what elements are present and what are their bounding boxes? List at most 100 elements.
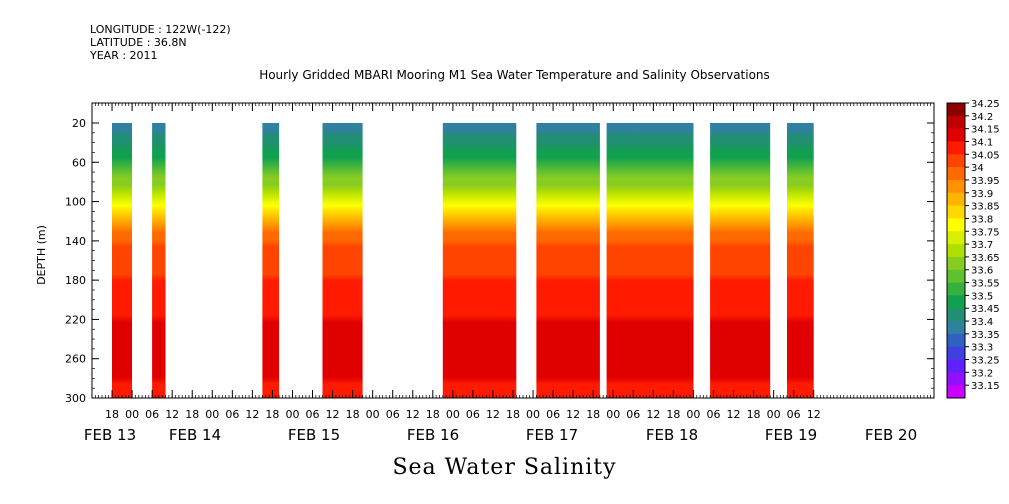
colorbar-swatch bbox=[947, 244, 965, 258]
x-tick-label: 06 bbox=[546, 408, 560, 421]
colorbar-label: 33.75 bbox=[971, 227, 1000, 238]
colorbar-label: 33.8 bbox=[971, 214, 993, 225]
colorbar-swatch bbox=[947, 205, 965, 219]
colorbar-swatch bbox=[947, 385, 965, 399]
colorbar-label: 33.5 bbox=[971, 291, 993, 302]
colorbar-frame bbox=[946, 102, 966, 399]
colorbar-swatch bbox=[947, 282, 965, 296]
x-tick-label: 18 bbox=[586, 408, 600, 421]
data-segment bbox=[322, 123, 363, 398]
data-segment bbox=[536, 123, 600, 398]
colorbar-label: 34.1 bbox=[971, 138, 993, 149]
y-tick-label: 140 bbox=[65, 235, 86, 248]
data-segment bbox=[112, 123, 132, 398]
x-day-label: FEB 16 bbox=[407, 426, 459, 444]
x-tick-label: 00 bbox=[125, 408, 139, 421]
colorbar-label: 33.45 bbox=[971, 304, 1000, 315]
x-tick-label: 06 bbox=[466, 408, 480, 421]
x-tick-label: 06 bbox=[145, 408, 159, 421]
x-tick-label: 06 bbox=[225, 408, 239, 421]
x-tick-label: 12 bbox=[486, 408, 500, 421]
x-tick-label: 18 bbox=[105, 408, 119, 421]
chart-title: Hourly Gridded MBARI Mooring M1 Sea Wate… bbox=[259, 68, 770, 82]
colorbar-label: 33.95 bbox=[971, 176, 1000, 187]
data-segment bbox=[152, 123, 166, 398]
colorbar-label: 34.05 bbox=[971, 150, 1000, 161]
colorbar-label: 34 bbox=[971, 163, 984, 174]
x-tick-label: 00 bbox=[767, 408, 781, 421]
y-tick-label: 100 bbox=[65, 196, 86, 209]
x-tick-label: 00 bbox=[205, 408, 219, 421]
y-tick-label: 260 bbox=[65, 353, 86, 366]
x-tick-label: 18 bbox=[747, 408, 761, 421]
x-tick-label: 00 bbox=[285, 408, 299, 421]
colorbar-swatch bbox=[947, 372, 965, 386]
x-tick-label: 18 bbox=[265, 408, 279, 421]
x-tick-label: 06 bbox=[706, 408, 720, 421]
x-day-label: FEB 20 bbox=[865, 426, 917, 444]
colorbar-label: 33.25 bbox=[971, 356, 1000, 367]
x-tick-label: 06 bbox=[787, 408, 801, 421]
colorbar-swatch bbox=[947, 192, 965, 206]
colorbar-label: 34.25 bbox=[971, 99, 1000, 110]
x-tick-label: 00 bbox=[526, 408, 540, 421]
colorbar-label: 33.65 bbox=[971, 253, 1000, 264]
x-tick-label: 00 bbox=[606, 408, 620, 421]
colorbar-label: 33.9 bbox=[971, 189, 993, 200]
colorbar: 34.2534.234.1534.134.053433.9533.933.853… bbox=[946, 99, 1000, 399]
y-tick-label: 180 bbox=[65, 274, 86, 287]
plot-area bbox=[91, 102, 935, 399]
x-tick-label: 18 bbox=[506, 408, 520, 421]
x-tick-label: 12 bbox=[245, 408, 259, 421]
colorbar-label: 33.55 bbox=[971, 279, 1000, 290]
colorbar-swatch bbox=[947, 231, 965, 245]
colorbar-label: 34.15 bbox=[971, 125, 1000, 136]
y-axis: 20 60 100 140 180 220 260 300 bbox=[65, 117, 934, 405]
colorbar-label: 33.2 bbox=[971, 368, 993, 379]
colorbar-swatch bbox=[947, 218, 965, 232]
colorbar-swatch bbox=[947, 321, 965, 335]
x-tick-label: 00 bbox=[446, 408, 460, 421]
x-tick-label: 12 bbox=[165, 408, 179, 421]
x-tick-label: 12 bbox=[566, 408, 580, 421]
y-tick-label: 20 bbox=[72, 117, 86, 130]
colorbar-label: 33.4 bbox=[971, 317, 993, 328]
colorbar-label: 33.85 bbox=[971, 202, 1000, 213]
x-tick-label: 18 bbox=[346, 408, 360, 421]
colorbar-label: 34.2 bbox=[971, 112, 993, 123]
variable-title: Sea Water Salinity bbox=[392, 455, 617, 480]
x-day-label: FEB 19 bbox=[765, 426, 817, 444]
data-segment bbox=[606, 123, 694, 398]
x-tick-label: 12 bbox=[406, 408, 420, 421]
colorbar-swatch bbox=[947, 128, 965, 142]
colorbar-swatch bbox=[947, 115, 965, 129]
colorbar-label: 33.15 bbox=[971, 381, 1000, 392]
x-tick-label: 06 bbox=[386, 408, 400, 421]
x-tick-label: 06 bbox=[306, 408, 320, 421]
y-tick-label: 220 bbox=[65, 313, 86, 326]
x-tick-label: 18 bbox=[185, 408, 199, 421]
y-axis-label: DEPTH (m) bbox=[35, 225, 48, 285]
colorbar-swatch bbox=[947, 103, 965, 117]
x-tick-label: 12 bbox=[326, 408, 340, 421]
x-tick-label: 06 bbox=[626, 408, 640, 421]
colorbar-label: 33.6 bbox=[971, 266, 993, 277]
colorbar-swatch bbox=[947, 167, 965, 181]
x-tick-label: 12 bbox=[727, 408, 741, 421]
colorbar-swatch bbox=[947, 308, 965, 322]
x-tick-label: 12 bbox=[646, 408, 660, 421]
latitude-label: LATITUDE : 36.8N bbox=[90, 36, 187, 49]
x-tick-label: 00 bbox=[366, 408, 380, 421]
colorbar-swatch bbox=[947, 179, 965, 194]
colorbar-swatch bbox=[947, 154, 965, 168]
x-day-label: FEB 14 bbox=[169, 426, 221, 444]
colorbar-label: 33.35 bbox=[971, 330, 1000, 341]
colorbar-swatch bbox=[947, 269, 965, 283]
x-tick-label: 00 bbox=[686, 408, 700, 421]
x-day-label: FEB 13 bbox=[84, 426, 136, 444]
colorbar-swatch bbox=[947, 141, 965, 155]
metadata-block: LONGITUDE : 122W(-122) LATITUDE : 36.8N … bbox=[90, 23, 231, 62]
x-day-label: FEB 15 bbox=[288, 426, 340, 444]
colorbar-swatch bbox=[947, 295, 965, 309]
